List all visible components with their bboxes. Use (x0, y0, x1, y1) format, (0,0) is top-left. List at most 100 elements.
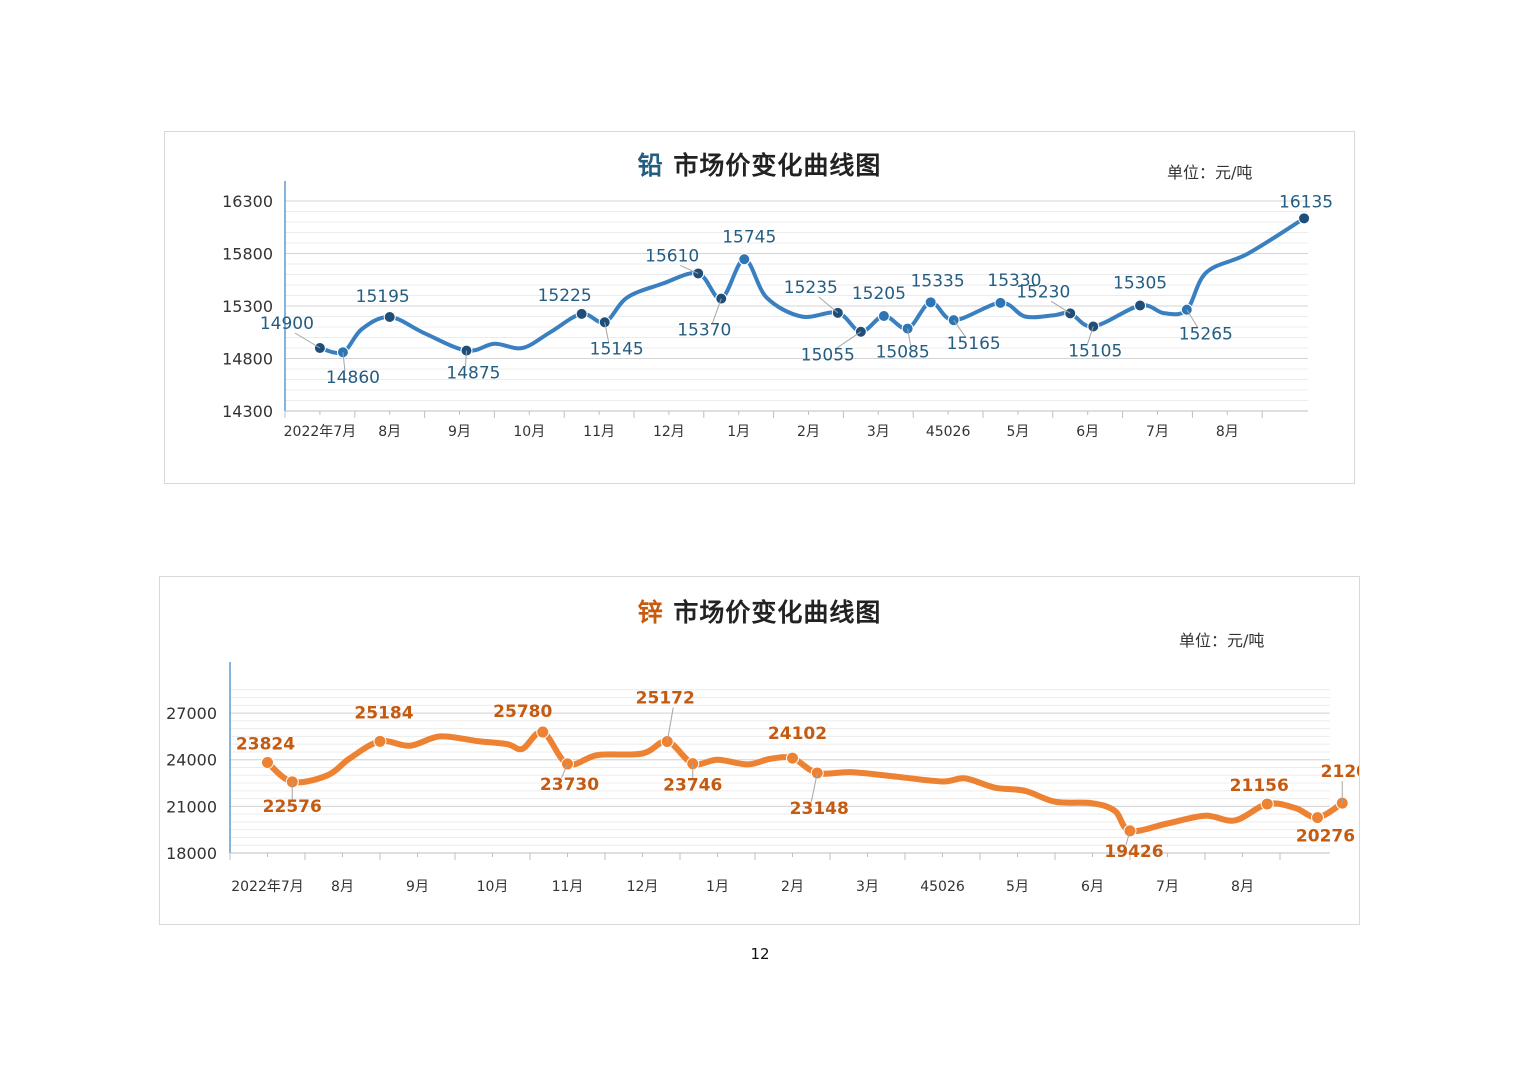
leader-line (1125, 830, 1131, 845)
x-tick-label: 6月 (1076, 424, 1099, 440)
data-point (810, 766, 824, 780)
leader-line (907, 328, 912, 346)
y-tick-label: 15800 (222, 245, 273, 264)
data-label: 15745 (722, 227, 776, 247)
data-label: 14900 (260, 314, 314, 334)
data-label: 23824 (236, 734, 295, 754)
data-label: 25184 (354, 703, 413, 723)
data-label: 23746 (663, 776, 722, 796)
x-tick-label: 45026 (920, 879, 965, 895)
leader-line (953, 319, 967, 338)
data-label: 21156 (1230, 776, 1289, 796)
x-tick-label: 1月 (706, 879, 729, 895)
data-point (947, 314, 960, 327)
data-point (536, 725, 550, 739)
leader-line (1086, 326, 1094, 345)
x-tick-label: 7月 (1146, 424, 1169, 440)
x-tick-label: 3月 (856, 879, 879, 895)
chart-title-metal: 铅 (637, 151, 664, 180)
data-label: 15265 (1179, 325, 1233, 345)
y-tick-label: 14800 (222, 350, 273, 369)
y-tick-label: 15300 (222, 297, 273, 316)
data-point (373, 734, 387, 748)
x-tick-label: 8月 (1231, 879, 1254, 895)
leader-line (342, 352, 346, 372)
x-tick-label: 9月 (448, 424, 471, 440)
chart-title-metal: 锌 (637, 598, 664, 627)
x-tick-label: 9月 (406, 879, 429, 895)
data-label: 22576 (263, 797, 322, 817)
chart-title: 铅 市场价变化曲线图 (165, 146, 1354, 182)
data-point (1260, 797, 1274, 811)
data-point (692, 267, 705, 280)
leader-line (810, 772, 818, 803)
x-tick-label: 7月 (1156, 879, 1179, 895)
y-tick-label: 21000 (166, 797, 217, 816)
data-point (1180, 303, 1193, 316)
data-point (261, 755, 274, 769)
unit-label: 单位：元/吨 (1179, 631, 1265, 650)
data-label: 15330 (987, 271, 1041, 291)
leader-line (666, 707, 674, 742)
data-label: 19426 (1104, 842, 1163, 862)
data-point (877, 309, 890, 322)
leader-line (1186, 309, 1199, 328)
y-tick-label: 27000 (166, 704, 217, 723)
leader-line (711, 298, 722, 324)
data-point (383, 311, 396, 324)
data-label: 15225 (538, 286, 592, 306)
x-tick-label: 10月 (513, 424, 545, 440)
x-tick-label: 2月 (797, 424, 820, 440)
data-label: 15335 (911, 271, 965, 291)
data-label: 15085 (876, 343, 930, 363)
lead-price-chart: 14300 14800 15300 15800 16300 2022年7月 8月 9月 10月 1… (222, 181, 1333, 440)
y-tick-label: 14300 (222, 402, 273, 421)
data-label: 24102 (768, 724, 827, 744)
x-tick-label: 12月 (653, 424, 685, 440)
data-label: 15610 (645, 246, 699, 266)
x-tick-label: 3月 (867, 424, 890, 440)
data-label: 15305 (1113, 273, 1167, 293)
x-tick-label: 6月 (1081, 879, 1104, 895)
data-label: 21208 (1321, 762, 1359, 782)
page-number: 12 (750, 945, 770, 963)
data-label: 15105 (1068, 341, 1122, 361)
chart-title: 锌 市场价变化曲线图 (160, 593, 1359, 629)
data-label: 23730 (540, 775, 599, 795)
leader-line (464, 350, 467, 367)
leader-line (818, 296, 839, 314)
series-line (317, 216, 1307, 355)
data-point (994, 296, 1007, 309)
zinc-price-chart: 18000 21000 24000 27000 2022年7月 8月 9月 10月 11月 12月… (166, 662, 1359, 895)
x-tick-label: 1月 (727, 424, 750, 440)
data-point (1123, 824, 1137, 838)
x-tick-label: 2022年7月 (284, 424, 357, 440)
x-tick-label: 12月 (627, 879, 659, 895)
leader-line (1050, 300, 1071, 314)
data-label: 25780 (493, 702, 552, 722)
leader-line (835, 331, 862, 350)
series-line (264, 728, 1346, 835)
y-tick-label: 24000 (166, 751, 217, 770)
data-label: 14875 (446, 364, 500, 384)
data-label: 23148 (790, 799, 849, 819)
data-point (738, 253, 751, 266)
y-tick-label: 18000 (166, 844, 217, 863)
x-tick-label: 2022年7月 (231, 879, 304, 895)
data-point (924, 296, 937, 309)
x-tick-label: 8月 (378, 424, 401, 440)
lead-chart-panel: 铅 市场价变化曲线图 单位：元/吨 14300 14800 15300 15800 16… (164, 131, 1355, 484)
x-tick-label: 8月 (331, 879, 354, 895)
data-label: 15370 (677, 321, 731, 341)
leader-line (680, 264, 699, 274)
x-tick-label: 5月 (1006, 424, 1029, 440)
x-tick-label: 2月 (781, 879, 804, 895)
data-label: 15230 (1016, 282, 1070, 302)
leader-line (294, 332, 321, 349)
data-label: 15165 (947, 334, 1001, 354)
leader-line (604, 322, 610, 343)
data-label: 25172 (636, 689, 695, 709)
data-point (1311, 811, 1324, 825)
data-label: 15055 (801, 346, 855, 366)
data-point (786, 751, 799, 765)
